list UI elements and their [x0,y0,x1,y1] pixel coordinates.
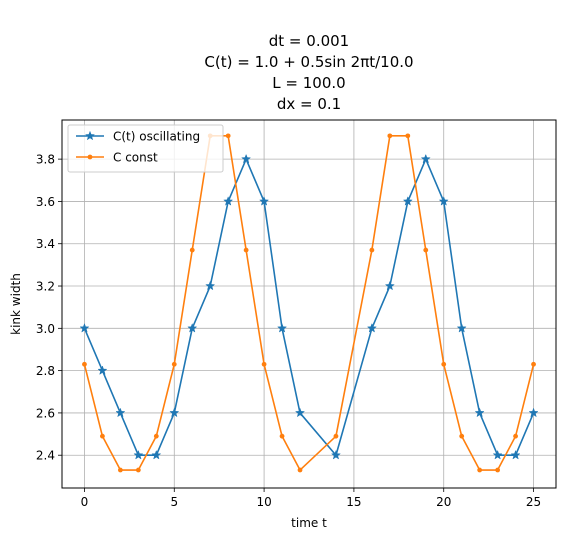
data-point [402,196,413,206]
data-point [387,133,393,139]
series-line [83,158,535,457]
data-point [151,449,162,460]
data-point [259,196,270,206]
data-point [189,247,195,253]
x-tick-label: 20 [436,495,451,509]
data-point [117,467,123,473]
y-tick-label: 2.4 [36,449,55,463]
y-axis-label: kink width [9,273,23,335]
data-point [169,407,180,418]
data-point [261,361,267,367]
legend-label: C(t) oscillating [113,130,200,144]
grid-lines [62,120,556,488]
data-point [477,467,483,473]
x-tick-label: 25 [526,495,541,509]
data-point [420,153,431,164]
data-point [369,247,375,253]
data-point [171,361,177,367]
data-point [492,449,503,460]
data-point [277,323,288,333]
legend-marker [87,154,93,160]
y-axis: 2.4 2.6 2.8 3.0 3.2 3.4 3.6 3.8 [36,153,62,463]
x-axis-label: time t [291,516,327,530]
series-line [83,135,535,471]
x-axis: 0 5 10 15 20 25 [81,488,541,509]
data-point [531,361,536,367]
data-point [133,449,144,460]
legend-entry: C(t) oscillating [76,130,200,144]
y-tick-label: 2.6 [36,406,55,420]
data-point [294,407,306,418]
x-tick-label: 5 [170,495,178,509]
y-tick-label: 3.2 [36,280,55,294]
data-point [153,433,159,439]
data-point [441,361,447,367]
series-1 [79,153,539,460]
data-point [187,323,198,333]
data-point [474,407,485,418]
y-tick-label: 2.8 [36,364,55,378]
data-point [438,196,449,206]
data-point [97,365,108,375]
plot-series [79,133,539,473]
data-point [82,361,87,367]
data-point [333,433,339,439]
x-tick-label: 0 [81,495,89,509]
data-point [513,433,518,439]
data-point [456,323,467,333]
title-line-1: dt = 0.001 [269,32,349,50]
legend-marker [84,130,96,141]
data-point [223,196,234,206]
series-2 [82,133,536,473]
data-point [297,467,303,473]
y-tick-label: 3.8 [36,153,55,167]
legend: C(t) oscillating C const [67,124,224,173]
data-point [330,449,341,460]
data-point [459,433,465,439]
y-tick-label: 3.6 [36,195,55,209]
legend-box [67,124,224,173]
data-point [423,247,429,253]
legend-label: C const [113,151,158,165]
chart-title: dt = 0.001 C(t) = 1.0 + 0.5sin 2πt/10.0 … [204,32,413,113]
data-point [135,467,141,473]
data-point [279,433,285,439]
data-point [405,133,411,139]
title-line-3: L = 100.0 [272,74,345,92]
title-line-4: dx = 0.1 [277,95,341,113]
data-point [225,133,231,139]
data-point [384,280,395,291]
data-point [241,153,252,164]
data-point [510,449,521,460]
y-tick-label: 3.0 [36,322,55,336]
data-point [366,323,377,333]
data-point [495,467,501,473]
y-tick-label: 3.4 [36,237,55,251]
x-tick-label: 10 [256,495,271,509]
data-point [115,407,126,418]
data-point [528,407,539,418]
data-point [79,323,90,333]
legend-entry: C const [76,151,158,165]
x-tick-label: 15 [346,495,361,509]
data-point [205,280,216,291]
data-point [100,433,105,439]
title-line-2: C(t) = 1.0 + 0.5sin 2πt/10.0 [204,53,413,71]
data-point [243,247,249,253]
plot-frame [61,119,557,489]
